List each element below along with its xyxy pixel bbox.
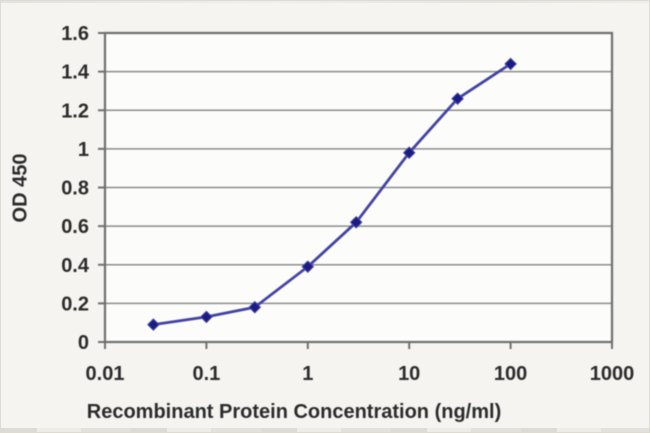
y-tick-label: 1.4 [61,62,90,84]
x-tick-label: 1 [302,363,313,385]
x-tick-label: 0.01 [86,363,125,385]
data-point-marker [200,310,213,324]
y-tick-label: 1.2 [61,100,89,122]
y-tick-label: 0 [78,332,89,354]
x-tick-label: 1000 [590,363,635,385]
data-point-marker [349,215,363,229]
data-point-marker [248,300,262,314]
jpeg-edge-artifact-top [1,1,649,3]
data-point-marker [504,57,517,71]
x-tick-label: 10 [398,363,420,385]
x-axis-title: Recombinant Protein Concentration (ng/ml… [86,401,502,423]
y-tick-label: 0.4 [61,255,90,277]
x-tick-label: 0.1 [192,363,220,385]
x-tick-label: 100 [494,363,527,385]
y-axis-title: OD 450 [9,153,32,223]
data-line [152,62,512,326]
data-point-marker [147,318,160,331]
y-tick-label: 0.8 [61,178,89,200]
jpeg-edge-artifact-bottom [1,428,649,432]
data-point-marker [301,260,315,273]
data-point-marker [451,92,464,105]
y-tick-label: 0.6 [61,216,89,238]
data-point-marker [402,146,416,160]
y-tick-label: 1 [78,139,89,161]
y-tick-label: 1.6 [61,23,89,45]
y-tick-label: 0.2 [61,293,89,315]
